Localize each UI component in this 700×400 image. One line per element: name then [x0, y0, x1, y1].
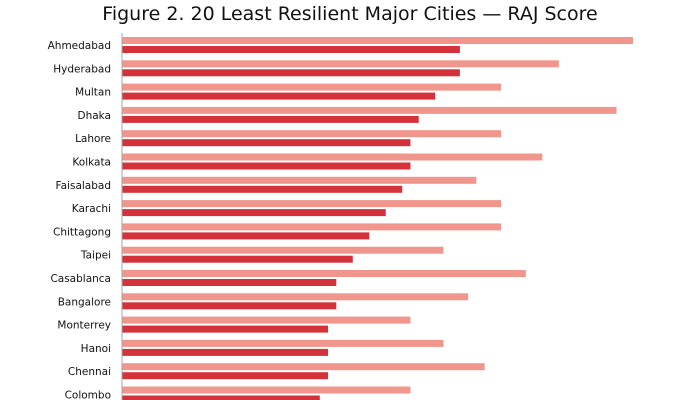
- category-label: Faisalabad: [56, 180, 111, 192]
- bar-light-ahmedabad: [122, 37, 633, 44]
- category-label: Multan: [75, 87, 111, 99]
- category-label: Dhaka: [77, 110, 111, 122]
- chart-title: Figure 2. 20 Least Resilient Major Citie…: [102, 3, 598, 25]
- bar-series-group: [122, 37, 633, 400]
- category-labels: Ahmedabad Hyderabad Multan Dhaka Lahore Kolka…: [48, 40, 111, 400]
- bar-dark-kolkata: [122, 162, 411, 170]
- category-label: Bangalore: [58, 296, 111, 308]
- category-label: Colombo: [65, 390, 111, 400]
- bar-light-chittagong: [122, 223, 502, 231]
- category-label: Chennai: [68, 366, 111, 378]
- category-label: Monterrey: [57, 320, 111, 332]
- bar-light-taipei: [122, 246, 444, 254]
- bar-dark-chennai: [122, 372, 329, 380]
- category-label: Ahmedabad: [48, 40, 111, 52]
- bar-dark-monterrey: [122, 325, 329, 333]
- bar-dark-colombo: [122, 395, 320, 400]
- bar-dark-bangalore: [122, 302, 337, 310]
- bar-light-monterrey: [122, 316, 411, 324]
- bar-dark-casablanca: [122, 279, 337, 286]
- bar-light-hanoi: [122, 339, 444, 347]
- category-label: Kolkata: [72, 157, 111, 169]
- bar-light-chennai: [122, 363, 485, 371]
- category-label: Chittagong: [53, 226, 111, 238]
- bar-light-dhaka: [122, 106, 617, 114]
- category-label: Karachi: [72, 203, 111, 215]
- bar-light-hyderabad: [122, 60, 559, 68]
- bar-light-colombo: [122, 386, 411, 394]
- bar-dark-multan: [122, 92, 436, 100]
- category-label: Casablanca: [50, 273, 111, 285]
- bar-dark-chittagong: [122, 232, 370, 240]
- bar-dark-lahore: [122, 139, 411, 147]
- bar-light-casablanca: [122, 270, 526, 277]
- bar-dark-dhaka: [122, 115, 419, 123]
- category-label: Taipei: [80, 250, 111, 262]
- bar-dark-faisalabad: [122, 185, 403, 193]
- bar-dark-karachi: [122, 209, 386, 217]
- bar-light-lahore: [122, 130, 502, 138]
- bar-dark-ahmedabad: [122, 46, 460, 53]
- bar-dark-hyderabad: [122, 69, 460, 77]
- bar-light-kolkata: [122, 153, 543, 161]
- bar-dark-taipei: [122, 255, 353, 263]
- bar-light-faisalabad: [122, 176, 477, 184]
- bar-dark-hanoi: [122, 348, 329, 356]
- bar-light-bangalore: [122, 293, 469, 301]
- category-label: Lahore: [75, 133, 111, 145]
- bar-light-karachi: [122, 200, 502, 208]
- category-label: Hanoi: [81, 343, 111, 355]
- category-label: Hyderabad: [53, 63, 111, 75]
- bar-light-multan: [122, 83, 502, 91]
